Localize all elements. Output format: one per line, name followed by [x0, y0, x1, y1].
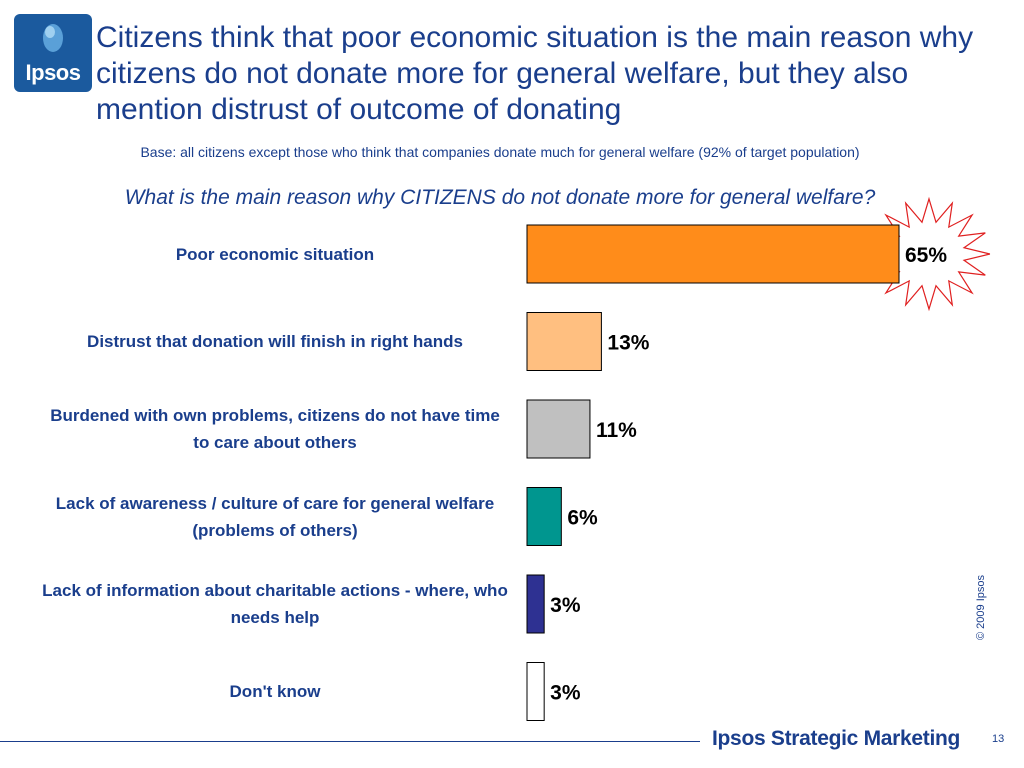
bar-0	[526, 224, 900, 284]
bar-4	[526, 574, 545, 634]
data-label-2: 11%	[596, 419, 637, 442]
data-label-0: 65%	[905, 244, 947, 267]
copyright-note: © 2009 Ipsos	[975, 575, 987, 640]
category-label-4: Lack of information about charitable act…	[42, 581, 508, 627]
category-label-3: Lack of awareness / culture of care for …	[55, 493, 495, 540]
logo-figure-icon	[43, 24, 63, 52]
footer-brand: Ipsos Strategic Marketing	[712, 727, 961, 750]
category-label-5: Don't know	[229, 682, 321, 701]
bar-3	[526, 487, 562, 546]
logo-text: Ipsos	[25, 60, 81, 85]
data-label-3: 6%	[567, 507, 598, 530]
bar-2	[526, 399, 591, 459]
data-label-4: 3%	[550, 594, 581, 617]
page-number: 13	[992, 733, 1005, 745]
bar-5	[526, 662, 545, 721]
data-label-1: 13%	[607, 332, 649, 355]
category-label-0: Poor economic situation	[175, 244, 375, 264]
footer-divider	[0, 741, 700, 742]
category-label-1: Distrust that donation will finish in ri…	[87, 332, 463, 351]
bar-1	[526, 312, 602, 371]
ipsos-logo: Ipsos	[14, 14, 92, 92]
page-title: Citizens think that poor economic situat…	[96, 21, 974, 126]
base-note: Base: all citizens except those who thin…	[140, 144, 860, 160]
category-label-2: Burdened with own problems, citizens do …	[50, 406, 500, 452]
data-label-5: 3%	[550, 682, 581, 705]
survey-question: What is the main reason why CITIZENS do …	[124, 186, 876, 209]
